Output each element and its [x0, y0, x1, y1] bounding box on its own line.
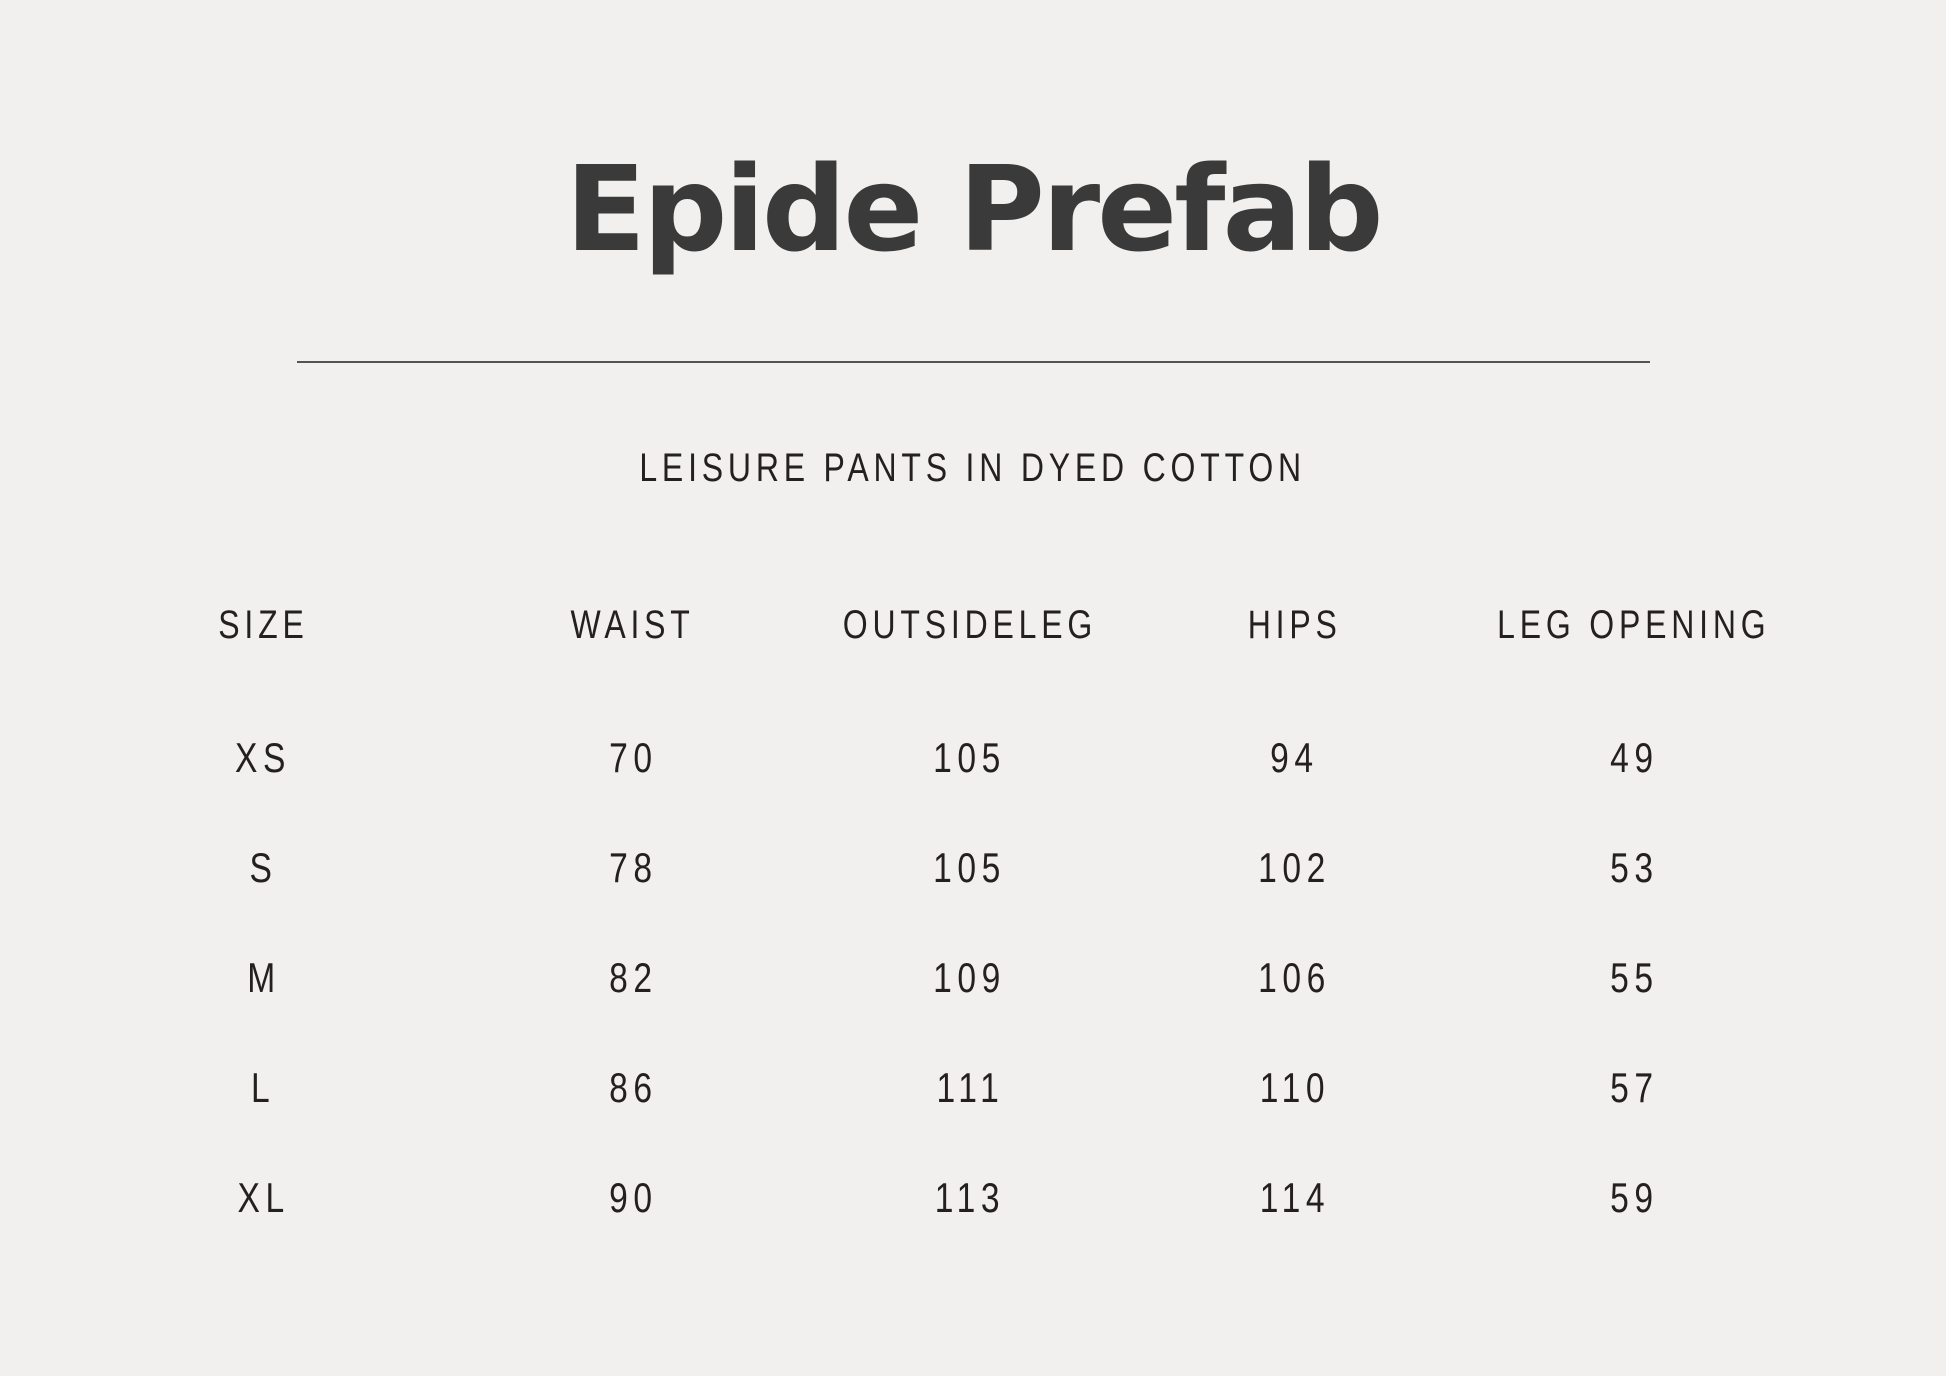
size-label-cell: M	[70, 957, 457, 999]
table-header-row: SIZE WAIST OUTSIDELEG HIPS LEG OPENING	[70, 605, 1810, 645]
table-row-l: L 86 111 110 57	[70, 1033, 1810, 1143]
size-label: L	[251, 1064, 276, 1111]
measurement-value: 70	[608, 734, 658, 781]
size-label-cell: XS	[70, 737, 457, 779]
size-label: M	[246, 954, 281, 1001]
column-header-label: WAIST	[570, 603, 696, 647]
measurement-value: 114	[1259, 1174, 1330, 1221]
column-header-waist: WAIST	[457, 605, 809, 645]
divider-line	[296, 361, 1650, 363]
measurement-value: 111	[936, 1064, 1004, 1111]
measurement-cell: 78	[457, 847, 809, 889]
table-row-m: M 82 109 106 55	[70, 923, 1810, 1033]
measurement-cell: 86	[457, 1067, 809, 1109]
measurement-value: 110	[1259, 1064, 1330, 1111]
measurement-cell: 111	[809, 1067, 1131, 1109]
column-header-hips: HIPS	[1131, 605, 1458, 645]
measurement-cell: 53	[1458, 847, 1810, 889]
measurement-cell: 59	[1458, 1177, 1810, 1219]
size-label: S	[249, 844, 278, 891]
measurement-cell: 55	[1458, 957, 1810, 999]
measurement-value: 55	[1609, 954, 1659, 1001]
measurement-cell: 110	[1131, 1067, 1458, 1109]
measurement-cell: 105	[809, 847, 1131, 889]
measurement-value: 105	[933, 844, 1007, 891]
size-label-cell: S	[70, 847, 457, 889]
measurement-value: 78	[608, 844, 658, 891]
table-row-s: S 78 105 102 53	[70, 813, 1810, 923]
column-header-label: LEG OPENING	[1497, 603, 1771, 647]
table-row-xs: XS 70 105 94 49	[70, 703, 1810, 813]
measurement-cell: 106	[1131, 957, 1458, 999]
measurement-value: 49	[1609, 734, 1659, 781]
measurement-value: 94	[1270, 734, 1319, 781]
measurement-cell: 105	[809, 737, 1131, 779]
column-header-label: OUTSIDELEG	[842, 603, 1098, 647]
measurement-cell: 82	[457, 957, 809, 999]
column-header-leg-opening: LEG OPENING	[1458, 605, 1810, 645]
measurement-value: 105	[933, 734, 1007, 781]
measurement-value: 53	[1609, 844, 1659, 891]
measurement-value: 59	[1609, 1174, 1659, 1221]
column-header-label: SIZE	[218, 603, 309, 647]
measurement-cell: 70	[457, 737, 809, 779]
size-table: SIZE WAIST OUTSIDELEG HIPS LEG OPENING XS 70 1…	[70, 605, 1810, 1253]
measurement-cell: 57	[1458, 1067, 1810, 1109]
column-header-label: HIPS	[1247, 603, 1342, 647]
measurement-cell: 113	[809, 1177, 1131, 1219]
measurement-value: 82	[608, 954, 658, 1001]
product-subtitle-text: LEISURE PANTS IN DYED COTTON	[639, 446, 1307, 490]
column-header-outsideleg: OUTSIDELEG	[809, 605, 1131, 645]
size-label-cell: XL	[70, 1177, 457, 1219]
size-label: XS	[235, 734, 292, 781]
product-subtitle: LEISURE PANTS IN DYED COTTON	[0, 448, 1946, 488]
table-row-xl: XL 90 113 114 59	[70, 1143, 1810, 1253]
column-header-size: SIZE	[70, 605, 457, 645]
measurement-cell: 102	[1131, 847, 1458, 889]
measurement-cell: 114	[1131, 1177, 1458, 1219]
brand-title: Epide Prefab	[565, 140, 1383, 278]
measurement-cell: 109	[809, 957, 1131, 999]
size-label-cell: L	[70, 1067, 457, 1109]
measurement-cell: 90	[457, 1177, 809, 1219]
table-body: XS 70 105 94 49 S 78 105 102 53 M 82 109 106 55 L 86 111 1…	[70, 703, 1810, 1253]
measurement-value: 106	[1258, 954, 1331, 1001]
measurement-value: 90	[608, 1174, 658, 1221]
size-label: XL	[237, 1174, 290, 1221]
measurement-value: 57	[1609, 1064, 1659, 1111]
measurement-value: 86	[608, 1064, 658, 1111]
measurement-value: 109	[933, 954, 1007, 1001]
measurement-cell: 49	[1458, 737, 1810, 779]
measurement-cell: 94	[1131, 737, 1458, 779]
measurement-value: 113	[934, 1174, 1006, 1221]
measurement-value: 102	[1258, 844, 1331, 891]
